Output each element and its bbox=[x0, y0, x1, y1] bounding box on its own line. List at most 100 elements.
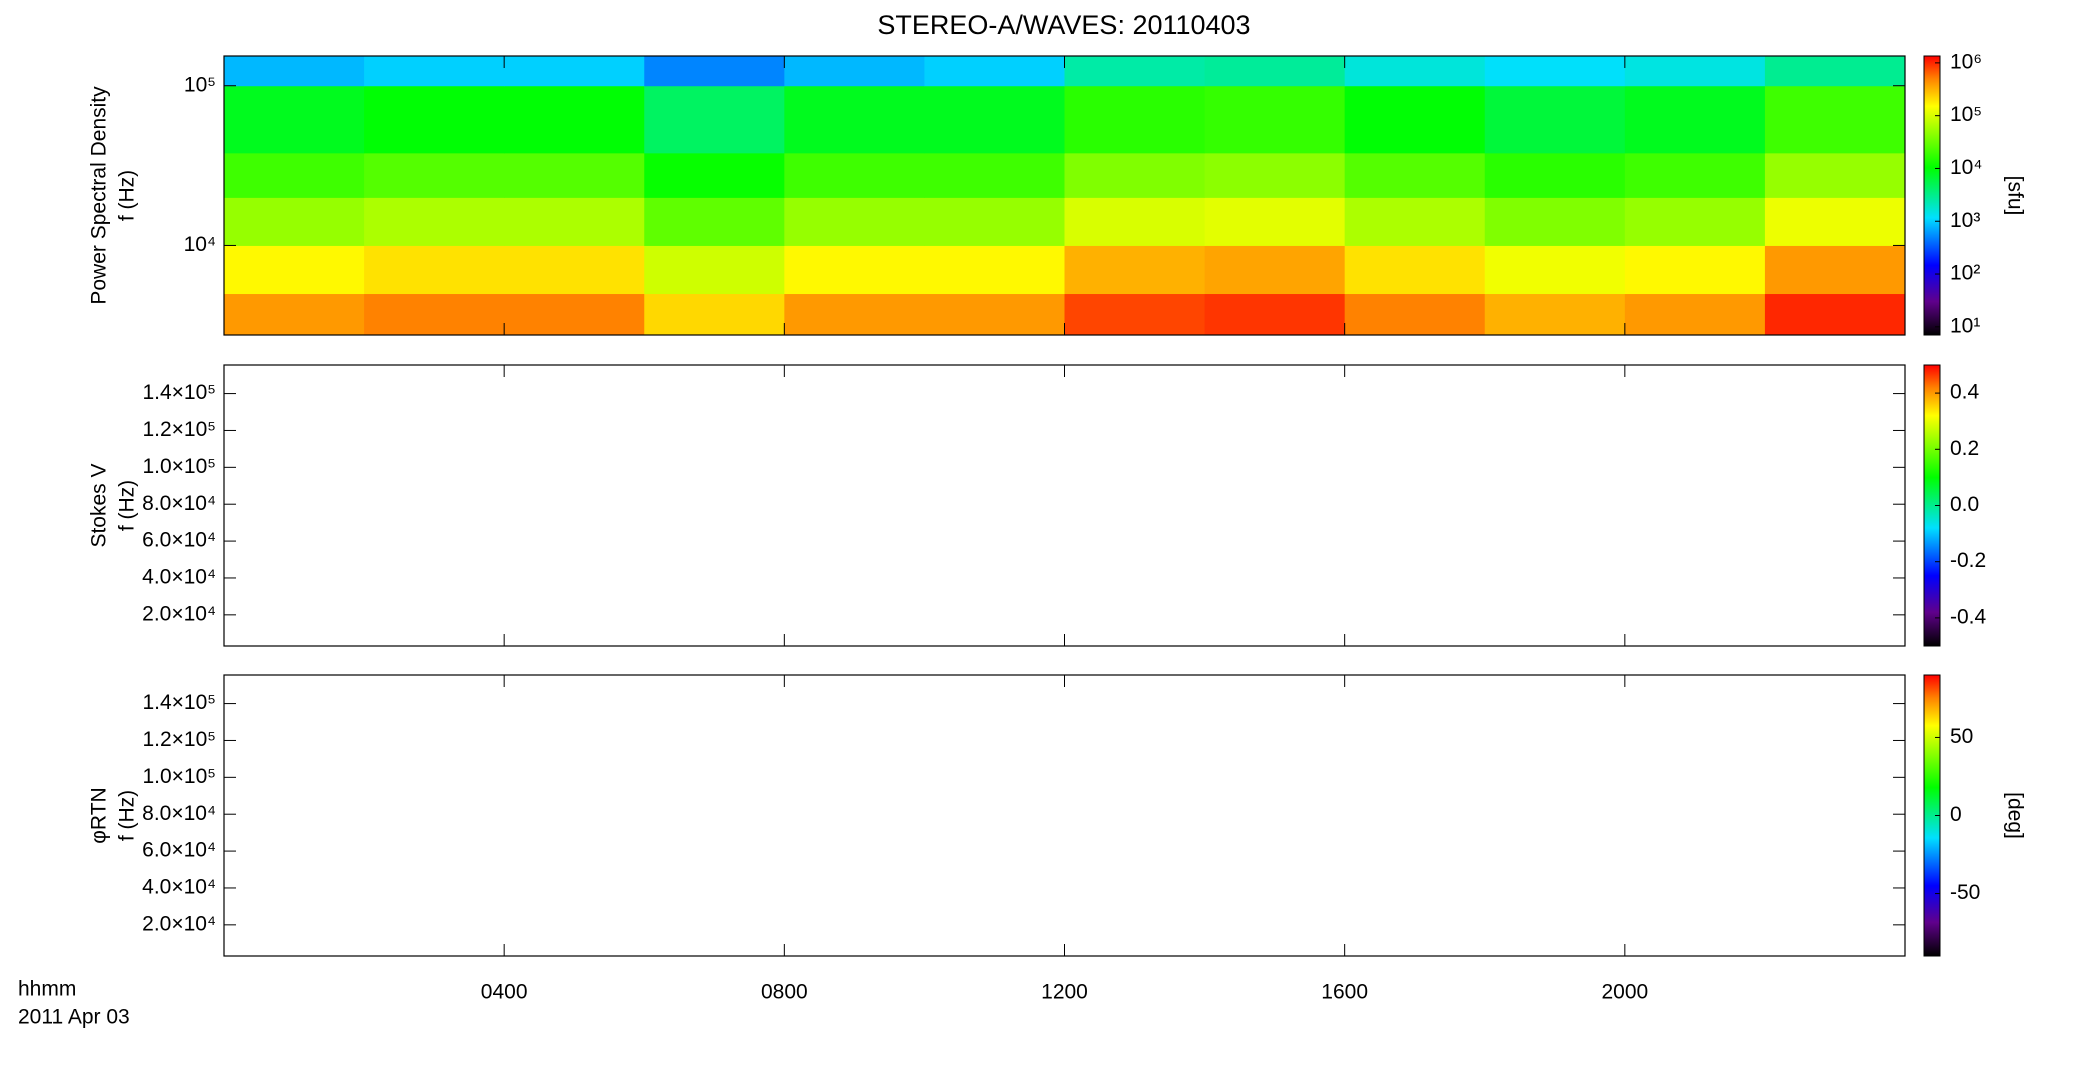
x-tick-label: 0400 bbox=[481, 981, 528, 1004]
heatmap-cell bbox=[1624, 245, 1766, 295]
heatmap-cell bbox=[644, 56, 785, 87]
x-tick-label: 1600 bbox=[1321, 981, 1368, 1004]
heatmap-cell bbox=[1064, 152, 1206, 198]
colorbar-tick-label: -0.2 bbox=[1950, 549, 1986, 572]
heatmap-cell bbox=[224, 245, 365, 295]
y-tick-label: 1.0×10⁵ bbox=[142, 455, 216, 478]
heatmap-cell bbox=[1344, 152, 1486, 198]
heatmap-cell bbox=[644, 245, 785, 295]
heatmap-cell bbox=[784, 245, 925, 295]
heatmap-cell bbox=[364, 56, 505, 87]
y-tick-label: 4.0×10⁴ bbox=[142, 876, 216, 899]
heatmap-cell bbox=[644, 152, 785, 198]
heatmap-cell bbox=[1204, 197, 1346, 246]
heatmap-cell bbox=[504, 56, 645, 87]
heatmap-cell bbox=[1624, 56, 1766, 87]
heatmap-cell bbox=[1344, 293, 1486, 336]
heatmap-cell bbox=[1064, 85, 1206, 154]
y-tick-label: 2.0×10⁴ bbox=[142, 912, 216, 935]
y-tick-label: 1.4×10⁵ bbox=[142, 691, 216, 714]
heatmap-cell bbox=[784, 85, 925, 154]
heatmap-cell bbox=[1484, 293, 1626, 336]
heatmap-cell bbox=[364, 197, 505, 246]
y-tick-label: 8.0×10⁴ bbox=[142, 492, 216, 515]
heatmap-cell bbox=[924, 293, 1065, 336]
heatmap-cell bbox=[644, 197, 785, 246]
y-tick-label: 1.4×10⁵ bbox=[142, 381, 216, 404]
y-tick-label: 2.0×10⁴ bbox=[142, 602, 216, 625]
heatmap-cell bbox=[1764, 197, 1906, 246]
heatmap-cell bbox=[224, 152, 365, 198]
x-tick-label: 1200 bbox=[1041, 981, 1088, 1004]
heatmap-cell bbox=[504, 152, 645, 198]
y-axis-label: Stokes V bbox=[88, 463, 111, 547]
y-tick-label: 10⁴ bbox=[184, 233, 216, 256]
y-axis-label: Power Spectral Density bbox=[88, 86, 111, 305]
colorbar-tick-label: 0 bbox=[1950, 803, 1962, 826]
y-tick-label: 6.0×10⁴ bbox=[142, 529, 216, 552]
heatmap-cell bbox=[784, 152, 925, 198]
heatmap-cell bbox=[1484, 245, 1626, 295]
heatmap-cell bbox=[1764, 245, 1906, 295]
heatmap-cell bbox=[1204, 56, 1346, 87]
colorbar-tick-label: -50 bbox=[1950, 881, 1980, 904]
colorbar-tick-label: 10⁴ bbox=[1950, 156, 1982, 179]
heatmap-cell bbox=[1764, 152, 1906, 198]
heatmap-cell bbox=[924, 152, 1065, 198]
date-label: 2011 Apr 03 bbox=[18, 1006, 130, 1029]
heatmap-cell bbox=[644, 85, 785, 154]
y-tick-label: 1.2×10⁵ bbox=[142, 728, 216, 751]
heatmap-cell bbox=[1484, 85, 1626, 154]
heatmap-cell bbox=[1344, 245, 1486, 295]
y-tick-label: 6.0×10⁴ bbox=[142, 839, 216, 862]
heatmap-cell bbox=[1064, 245, 1206, 295]
heatmap-cell bbox=[224, 85, 365, 154]
heatmap-cell bbox=[364, 293, 505, 336]
colorbar-tick-label: -0.4 bbox=[1950, 605, 1987, 628]
colorbar-tick-label: 50 bbox=[1950, 725, 1973, 748]
y-axis-label: φRTN bbox=[88, 787, 111, 843]
colorbar-tick-label: 10³ bbox=[1950, 209, 1980, 232]
heatmap-cell bbox=[504, 245, 645, 295]
x-axis-label: hhmm bbox=[18, 978, 76, 1001]
y-tick-label: 1.2×10⁵ bbox=[142, 418, 216, 441]
heatmap-cell bbox=[924, 85, 1065, 154]
heatmap-cell bbox=[1204, 245, 1346, 295]
heatmap-cell bbox=[1624, 152, 1766, 198]
colorbar-tick-label: 10⁶ bbox=[1950, 50, 1982, 73]
heatmap-cell bbox=[1764, 293, 1906, 336]
heatmap-cell bbox=[784, 56, 925, 87]
colorbar-tick-label: 10⁵ bbox=[1950, 103, 1982, 126]
heatmap-cell bbox=[224, 56, 365, 87]
heatmap-cell bbox=[1624, 85, 1766, 154]
heatmap-cell bbox=[1204, 293, 1346, 336]
heatmap-cell bbox=[224, 197, 365, 246]
colorbar-label: [sfu] bbox=[2003, 176, 2026, 216]
heatmap-cell bbox=[924, 245, 1065, 295]
heatmap-cell bbox=[1484, 197, 1626, 246]
heatmap-cell bbox=[1064, 197, 1206, 246]
heatmap-cell bbox=[364, 245, 505, 295]
y-tick-label: 4.0×10⁴ bbox=[142, 566, 216, 589]
y-axis-label: f (Hz) bbox=[116, 790, 139, 841]
plot-area bbox=[224, 365, 1905, 646]
heatmap-cell bbox=[784, 293, 925, 336]
colorbar-tick-label: 10¹ bbox=[1950, 314, 1980, 337]
heatmap-cell bbox=[1064, 293, 1206, 336]
heatmap-cell bbox=[924, 56, 1065, 87]
heatmap-cell bbox=[1344, 197, 1486, 246]
heatmap-cell bbox=[1064, 56, 1206, 87]
heatmap-cell bbox=[1764, 56, 1906, 87]
colorbar-tick-label: 0.4 bbox=[1950, 381, 1980, 404]
heatmap-cell bbox=[224, 293, 365, 336]
y-axis-label: f (Hz) bbox=[116, 170, 139, 221]
heatmap-cell bbox=[1764, 85, 1906, 154]
y-tick-label: 1.0×10⁵ bbox=[142, 765, 216, 788]
colorbar bbox=[1923, 55, 1941, 336]
colorbar-tick-label: 0.2 bbox=[1950, 437, 1979, 460]
heatmap-cell bbox=[1484, 152, 1626, 198]
heatmap-cell bbox=[504, 293, 645, 336]
heatmap-cell bbox=[1344, 85, 1486, 154]
colorbar-tick-label: 10² bbox=[1950, 262, 1980, 285]
